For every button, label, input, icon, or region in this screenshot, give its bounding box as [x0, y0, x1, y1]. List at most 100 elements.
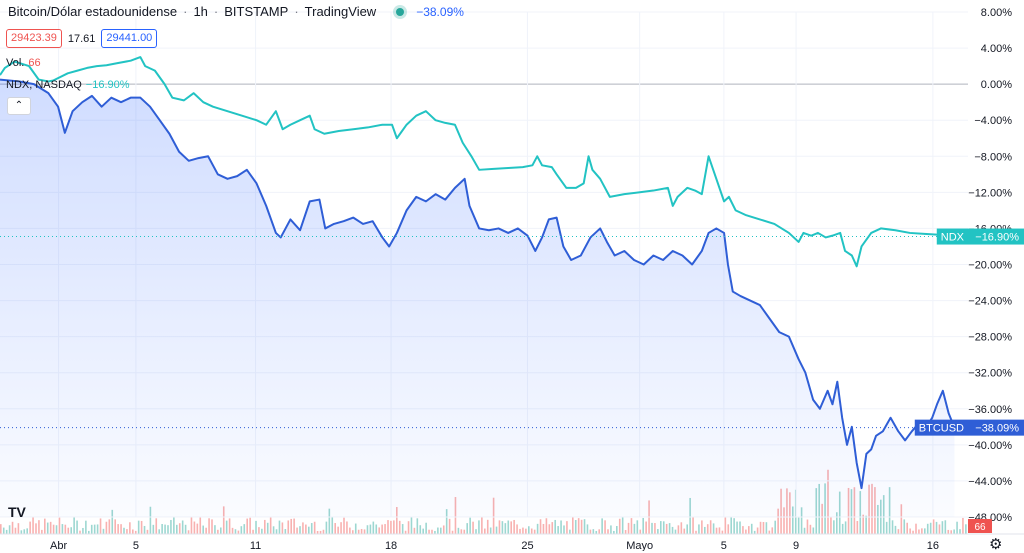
volume-bar: [240, 526, 243, 534]
symbol-name[interactable]: Bitcoin/Dólar estadounidense: [8, 4, 178, 19]
volume-bar: [44, 518, 46, 534]
y-tick-label: 8.00%: [981, 7, 1012, 19]
volume-bar: [440, 527, 442, 534]
volume-bar: [469, 517, 471, 534]
y-tick-label: −20.00%: [968, 260, 1012, 272]
volume-bar: [539, 519, 542, 534]
volume-bar: [281, 522, 284, 534]
volume-bar: [93, 524, 96, 534]
volume-bar: [132, 529, 134, 534]
x-tick-label: 16: [927, 540, 939, 551]
volume-bar: [545, 518, 548, 534]
volume-bar: [912, 530, 914, 534]
volume-bar: [489, 527, 492, 534]
volume-bar: [563, 525, 565, 534]
series-name-label: NDX: [941, 232, 965, 244]
live-status-icon: [396, 7, 405, 16]
volume-bar: [445, 509, 448, 534]
volume-bar: [5, 529, 8, 534]
volume-bar: [85, 520, 87, 534]
volume-bar: [202, 525, 204, 534]
volume-bar: [944, 520, 947, 534]
volume-bar: [642, 517, 644, 534]
volume-bar: [0, 524, 2, 534]
volume-bar: [58, 517, 61, 534]
x-tick-label: 25: [521, 540, 533, 551]
header-separator: ·: [294, 4, 299, 19]
volume-bar: [381, 524, 383, 534]
volume-bar: [909, 528, 911, 534]
volume-bar: [510, 521, 512, 534]
volume-bar: [665, 523, 668, 534]
volume-bar: [46, 522, 49, 534]
chevron-up-icon: ⌃: [14, 100, 24, 111]
volume-bar: [504, 523, 507, 534]
volume-bar: [302, 522, 304, 534]
volume-bar: [918, 529, 920, 534]
source: TradingView: [304, 4, 377, 19]
volume-bar: [258, 527, 260, 534]
y-tick-label: −32.00%: [968, 368, 1012, 380]
volume-bar: [231, 527, 234, 534]
volume-bar: [237, 530, 240, 534]
volume-bar: [261, 528, 263, 534]
volume-bar: [727, 524, 730, 534]
volume-bar: [660, 521, 662, 534]
last-value-label: −16.90%: [975, 232, 1019, 244]
volume-bar: [158, 529, 160, 534]
volume-bar: [536, 523, 539, 534]
collapse-legend-button[interactable]: ⌃: [7, 97, 31, 115]
volume-bar: [396, 507, 398, 534]
interval[interactable]: 1h: [193, 4, 208, 19]
compare-legend[interactable]: NDX, NASDAQ −16.90%: [6, 79, 130, 91]
volume-bar: [924, 528, 926, 534]
sell-button[interactable]: 29423.39: [6, 29, 62, 48]
volume-bar: [228, 518, 231, 534]
volume-bar: [701, 520, 703, 534]
volume-bar: [146, 529, 149, 534]
x-tick-label: 5: [721, 540, 727, 551]
volume-bar: [123, 527, 125, 534]
volume-bar: [249, 517, 251, 534]
volume-bar: [797, 517, 800, 534]
x-tick-label: Abr: [50, 540, 67, 551]
series-line-btcusd[interactable]: [0, 78, 956, 490]
volume-bar: [733, 518, 735, 534]
volume-bar: [32, 517, 34, 534]
volume-bar: [193, 521, 196, 534]
buy-button[interactable]: 29441.00: [101, 29, 158, 48]
volume-bar: [836, 512, 838, 534]
volume-bar: [548, 524, 551, 534]
last-value-badge: [968, 419, 1024, 436]
volume-bar: [337, 526, 339, 534]
volume-bar: [308, 526, 310, 534]
volume-legend[interactable]: Vol. 66: [6, 57, 41, 69]
volume-bar: [293, 518, 295, 534]
volume-bar: [777, 508, 779, 534]
volume-bar: [560, 520, 562, 534]
volume-bar: [102, 528, 105, 534]
volume-bar: [806, 519, 809, 534]
volume-bar: [897, 529, 900, 534]
volume-bar: [686, 524, 688, 534]
volume-bar: [322, 529, 325, 534]
volume-bar: [759, 521, 762, 534]
series-name-badge: [936, 228, 968, 245]
volume-bar: [621, 517, 624, 534]
volume-bar: [354, 523, 357, 534]
volume-bar: [222, 506, 225, 534]
volume-bar: [607, 529, 609, 534]
tradingview-logo-icon[interactable]: TV: [8, 504, 26, 520]
volume-bar: [947, 529, 950, 534]
volume-bar: [378, 527, 380, 534]
volume-bar: [208, 518, 210, 534]
volume-bar: [528, 526, 530, 534]
gear-icon[interactable]: ⚙: [989, 536, 1003, 553]
volume-bar: [82, 527, 84, 534]
volume-bar: [161, 524, 163, 534]
volume-bar: [885, 521, 888, 534]
volume-bar: [803, 527, 806, 534]
series-line-ndx[interactable]: [0, 56, 955, 268]
volume-bar: [173, 517, 175, 534]
